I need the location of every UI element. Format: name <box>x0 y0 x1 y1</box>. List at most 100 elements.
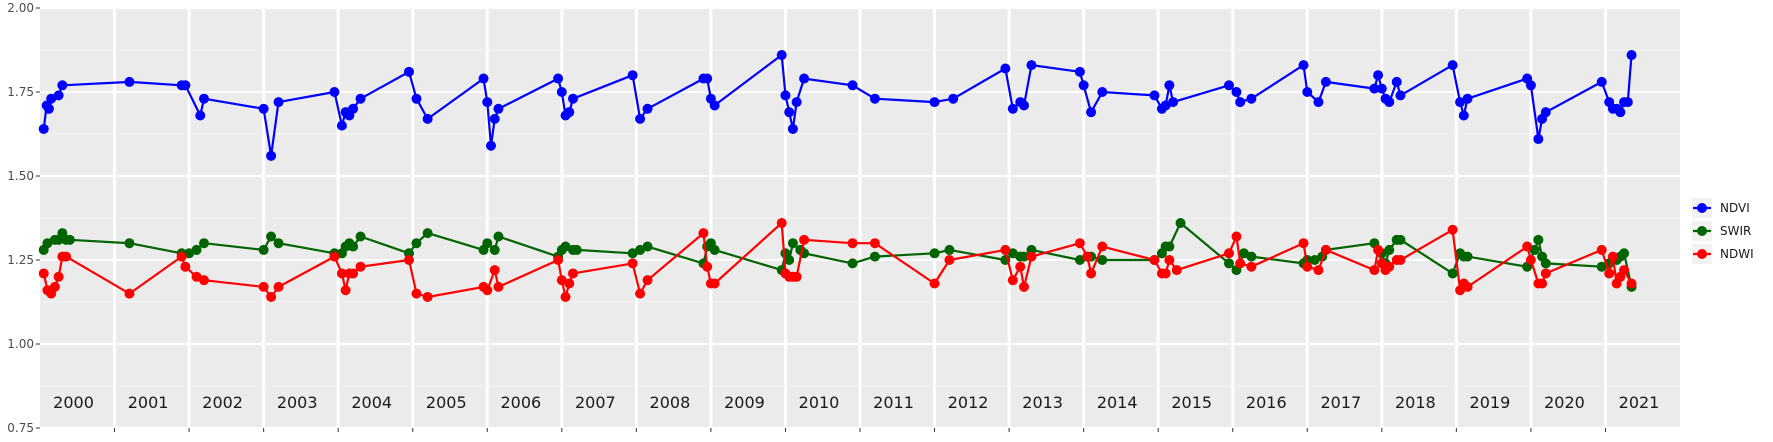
ndwi-point <box>266 291 277 302</box>
swir-point <box>1074 255 1085 265</box>
ndvi-point <box>780 90 791 101</box>
ndvi-point <box>1373 70 1384 81</box>
ndvi-point <box>411 93 422 104</box>
ndwi-point <box>180 261 191 272</box>
swir-point <box>411 238 422 249</box>
ndwi-point <box>799 234 810 245</box>
legend: NDVI SWIR NDWI <box>1692 198 1754 264</box>
ndwi-point <box>404 255 414 265</box>
ndvi-point <box>195 110 206 121</box>
ndvi-point <box>1395 90 1406 101</box>
ndvi-point <box>1313 97 1324 108</box>
legend-item-ndwi: NDWI <box>1692 244 1754 264</box>
ndwi-point <box>1160 268 1171 279</box>
ndvi-point <box>1149 90 1160 101</box>
swir-point <box>355 231 366 242</box>
swir-point <box>482 238 493 249</box>
ndwi-point <box>1607 251 1618 262</box>
ndwi-point <box>340 285 351 296</box>
ndvi-point <box>1074 66 1085 77</box>
ndvi-point <box>929 97 940 108</box>
ndvi-point <box>1235 97 1246 108</box>
ndwi-point <box>38 268 49 279</box>
ndwi-point <box>944 255 955 265</box>
ndwi-point <box>1231 231 1242 242</box>
swir-point <box>489 244 500 255</box>
year-label: 2021 <box>1619 393 1660 412</box>
swir-point <box>1007 248 1018 259</box>
legend-label-ndwi: NDWI <box>1720 247 1754 261</box>
swir-point <box>1238 248 1249 259</box>
swir-point <box>1447 268 1458 279</box>
ndvi-point <box>57 80 68 91</box>
legend-key-point-ndvi <box>1697 203 1707 213</box>
ndvi-point <box>336 120 347 131</box>
ndvi-point <box>1533 134 1544 145</box>
ndvi-point <box>776 50 787 61</box>
y-tick-label: 1.00 <box>7 337 34 351</box>
year-label: 2019 <box>1470 393 1511 412</box>
y-tick-label: 1.75 <box>7 85 34 99</box>
ndvi-point <box>553 73 564 84</box>
ndvi-point <box>258 103 269 114</box>
swir-point <box>709 244 720 255</box>
ndwi-point <box>642 275 653 286</box>
ndvi-point <box>1164 80 1175 91</box>
ndwi-point <box>1540 268 1551 279</box>
year-label: 2003 <box>277 393 318 412</box>
ndwi-point <box>1149 255 1160 265</box>
ndvi-point <box>1298 60 1309 71</box>
swir-point <box>348 241 359 252</box>
ndwi-point <box>176 251 187 262</box>
swir-point <box>493 231 504 242</box>
ndwi-point <box>411 288 422 299</box>
swir-point <box>1540 258 1551 269</box>
ndwi-point <box>273 281 284 292</box>
ndvi-point <box>266 150 277 161</box>
ndvi-point <box>869 93 880 104</box>
ndwi-point <box>1537 278 1548 289</box>
ndvi-point <box>709 100 720 111</box>
swir-point <box>571 244 582 255</box>
ndvi-point <box>787 123 798 134</box>
ndvi-point <box>1160 100 1171 111</box>
year-label: 2008 <box>650 393 691 412</box>
ndvi-point <box>642 103 653 114</box>
swir-point <box>1533 234 1544 245</box>
ndwi-point <box>1171 265 1182 276</box>
ndvi-point <box>1000 63 1011 74</box>
ndvi-point <box>1615 107 1626 118</box>
ndwi-point <box>929 278 940 289</box>
swir-point <box>847 258 858 269</box>
ndwi-point <box>1313 265 1324 276</box>
ndwi-point <box>258 281 269 292</box>
y-tick-label: 2.00 <box>7 1 34 15</box>
swir-point <box>184 248 195 259</box>
ndwi-point <box>1007 275 1018 286</box>
ndwi-point <box>336 268 347 279</box>
ndwi-point <box>568 268 578 279</box>
swir-point <box>1097 255 1108 265</box>
ndwi-point <box>49 281 60 292</box>
ndvi-point <box>948 93 959 104</box>
ndwi-point <box>1522 241 1533 252</box>
ndvi-point <box>478 73 489 84</box>
ndwi-point <box>124 288 135 299</box>
y-tick-label: 1.50 <box>7 169 34 183</box>
swir-point <box>627 248 638 259</box>
swir-point <box>64 234 75 245</box>
ndwi-point <box>199 275 209 286</box>
ndvi-point <box>199 93 209 104</box>
ndwi-point <box>493 281 504 292</box>
swir-point <box>1246 251 1257 262</box>
swir-point <box>1619 248 1630 259</box>
ndwi-series <box>38 218 1637 302</box>
ndvi-point <box>1007 103 1018 114</box>
swir-point <box>787 238 798 249</box>
ndwi-point <box>1447 224 1458 235</box>
ndwi-point <box>791 271 802 282</box>
ndvi-point <box>1097 87 1108 97</box>
ndvi-point <box>482 97 493 108</box>
swir-point <box>1384 244 1395 255</box>
ndwi-point <box>1164 255 1175 265</box>
